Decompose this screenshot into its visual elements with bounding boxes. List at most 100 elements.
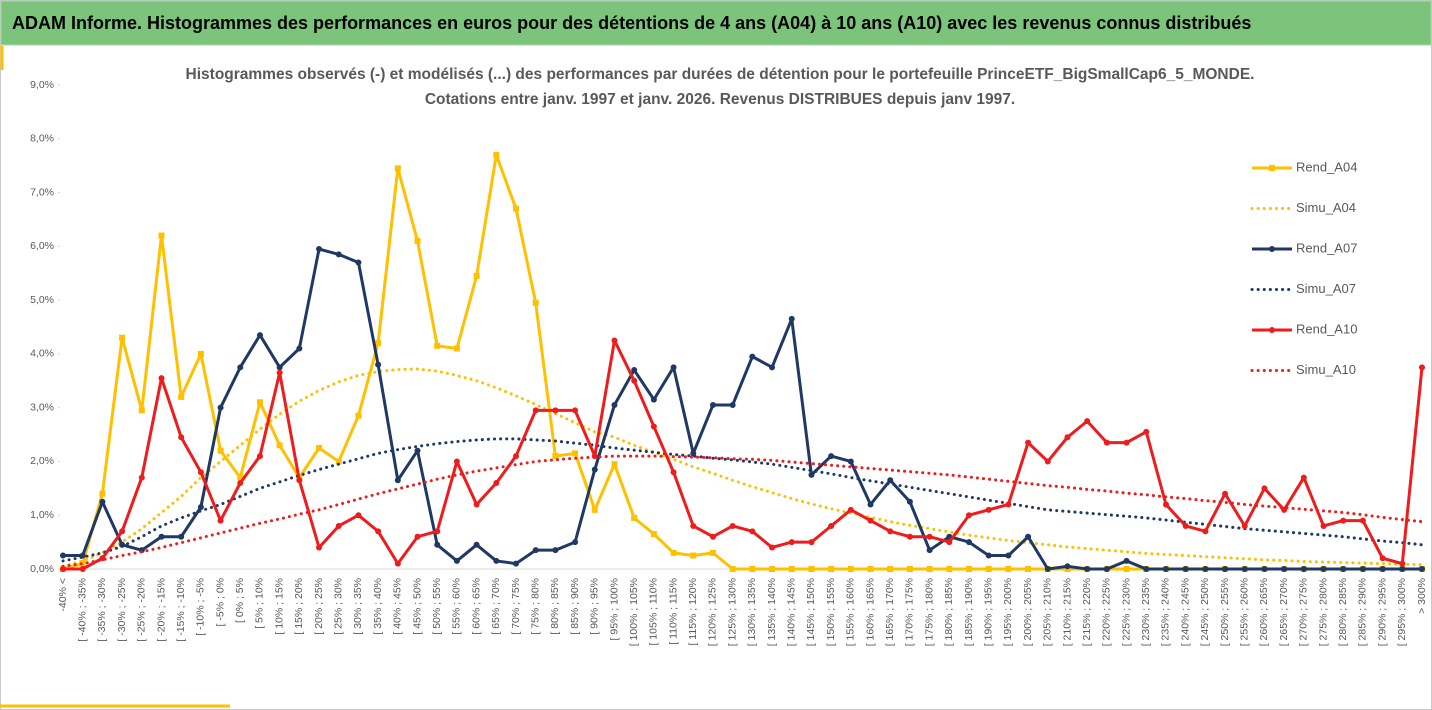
point <box>99 490 106 497</box>
point <box>1025 533 1032 540</box>
point <box>1261 566 1268 572</box>
point <box>178 533 185 540</box>
point <box>532 547 539 554</box>
point <box>887 477 894 484</box>
dotted-line <box>61 454 1424 568</box>
point <box>709 549 716 556</box>
point <box>79 566 86 572</box>
point <box>493 479 500 486</box>
point <box>1143 428 1150 435</box>
x-tick-label: [ 110% ; 115% <box>667 578 679 645</box>
point <box>572 539 579 546</box>
point <box>276 369 283 376</box>
point <box>1340 566 1347 572</box>
point <box>1123 566 1130 572</box>
point <box>1182 522 1189 529</box>
y-tick-label: 7,0% <box>30 186 54 198</box>
point <box>197 350 204 357</box>
x-tick-label: [ 170% ; 175% <box>904 578 916 646</box>
point <box>926 533 933 540</box>
x-tick-label: [ 30% ; 35% <box>352 578 364 635</box>
point <box>906 566 913 572</box>
point <box>631 367 638 374</box>
x-tick-label: [ -25% ; -20% <box>136 578 148 642</box>
x-tick-label: [ -35% ; -30% <box>96 578 108 642</box>
point <box>690 552 697 559</box>
point <box>375 528 382 535</box>
point <box>650 423 657 430</box>
point <box>1379 555 1386 562</box>
point <box>828 453 835 460</box>
point <box>650 396 657 403</box>
point <box>946 539 953 546</box>
point <box>611 401 618 408</box>
point <box>1162 501 1169 508</box>
x-tick-label: [ 120% ; 125% <box>707 578 719 646</box>
x-tick-label: [ 105% ; 110% <box>648 578 660 646</box>
y-tick-label: 6,0% <box>30 240 54 252</box>
point <box>552 547 559 554</box>
x-tick-label: [ 220% ; 225% <box>1101 578 1113 646</box>
point <box>1182 566 1189 572</box>
point <box>1143 566 1150 572</box>
point <box>847 506 854 513</box>
x-tick-label: [ 90% ; 95% <box>589 578 601 635</box>
point <box>769 566 776 572</box>
y-tick-label: 0,0% <box>30 563 54 575</box>
point <box>611 337 618 344</box>
x-tick-label: [ 0% ; 5% <box>234 578 246 623</box>
point <box>650 531 657 538</box>
point <box>709 401 716 408</box>
x-tick-label: [ -30% ; -25% <box>116 578 128 642</box>
x-tick-label: [ 165% ; 170% <box>884 578 896 646</box>
point <box>769 364 776 371</box>
x-tick-label: [ 35% ; 40% <box>372 578 384 635</box>
x-tick-label: [ 20% ; 25% <box>313 578 325 635</box>
legend-label: Rend_A10 <box>1296 321 1357 336</box>
point <box>276 442 283 449</box>
point <box>808 471 815 478</box>
x-tick-label: [ 265% ; 270% <box>1278 578 1290 646</box>
x-tick-label: [ 275% ; 280% <box>1317 578 1329 646</box>
legend-label: Simu_A10 <box>1296 362 1356 377</box>
x-tick-label: [ 215% ; 220% <box>1081 578 1093 646</box>
point <box>1300 566 1307 572</box>
x-tick-label: [ 210% ; 215% <box>1061 578 1073 646</box>
x-tick-label: [ 75% ; 80% <box>529 578 541 635</box>
point <box>513 205 519 212</box>
point <box>1320 522 1327 529</box>
point <box>906 498 913 505</box>
x-tick-label: [ 205% ; 210% <box>1042 578 1054 646</box>
point <box>985 506 992 513</box>
point <box>158 375 165 382</box>
point <box>709 533 716 540</box>
x-tick-label: [ -20% ; -15% <box>155 578 167 642</box>
x-tick-label: [ 40% ; 45% <box>392 578 404 635</box>
point <box>572 407 579 414</box>
point <box>99 498 106 505</box>
point <box>434 528 441 535</box>
point <box>237 474 244 481</box>
point <box>276 364 283 371</box>
point <box>532 299 539 306</box>
x-tick-label: [ 100% ; 105% <box>628 578 640 646</box>
point <box>355 259 362 266</box>
point <box>867 517 874 524</box>
x-tick-label: [ 150% ; 155% <box>825 578 837 646</box>
x-tick-label: [ 240% ; 245% <box>1179 578 1191 646</box>
point <box>335 251 342 258</box>
point <box>237 479 244 486</box>
point <box>1084 418 1091 425</box>
x-tick-label: [ 130% ; 135% <box>746 578 758 646</box>
point <box>217 404 224 411</box>
x-tick-label: [ 140% ; 145% <box>786 578 798 646</box>
point <box>1419 566 1425 572</box>
point <box>867 501 874 508</box>
x-tick-label: [ 50% ; 55% <box>431 578 443 635</box>
y-tick-label: 5,0% <box>30 294 54 306</box>
x-tick-label: [ 45% ; 50% <box>411 578 423 635</box>
point <box>1340 517 1347 524</box>
point <box>453 458 460 465</box>
point <box>591 506 598 513</box>
dotted-line <box>61 367 1424 568</box>
